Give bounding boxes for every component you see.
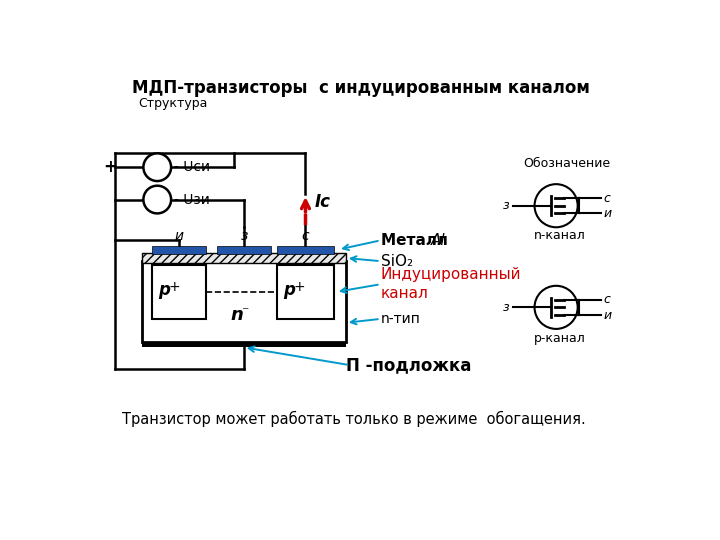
Circle shape (143, 186, 171, 213)
Text: МДП-транзисторы  с индуцированным каналом: МДП-транзисторы с индуцированным каналом (132, 79, 590, 97)
Circle shape (143, 153, 171, 181)
Bar (217, 246, 271, 254)
Text: з: з (240, 229, 248, 243)
Text: П -подложка: П -подложка (346, 356, 472, 374)
Text: - Uзи: - Uзи (174, 193, 210, 206)
Text: Металл: Металл (381, 233, 453, 248)
Text: р-канал: р-канал (534, 332, 586, 345)
Bar (142, 342, 346, 347)
Text: з: з (503, 301, 509, 314)
Circle shape (534, 184, 577, 227)
Text: p: p (158, 281, 170, 299)
Text: с: с (604, 293, 611, 306)
Text: с: с (604, 192, 611, 205)
Text: n-канал: n-канал (534, 230, 586, 242)
Bar (152, 265, 206, 319)
Text: +: + (104, 158, 117, 176)
Text: Структура: Структура (138, 97, 207, 110)
Bar (276, 246, 334, 254)
Text: SiO₂: SiO₂ (381, 254, 413, 268)
Bar (152, 246, 206, 254)
Bar (276, 265, 334, 319)
Text: +: + (294, 280, 305, 294)
Text: - Uси: - Uси (174, 160, 210, 174)
Text: Ic: Ic (315, 193, 330, 211)
Text: Индуцированный
канал: Индуцированный канал (381, 267, 521, 301)
Text: з: з (503, 199, 509, 212)
Text: +: + (168, 280, 181, 294)
Text: Транзистор может работать только в режиме  обогащения.: Транзистор может работать только в режим… (122, 411, 585, 427)
Text: с: с (302, 229, 310, 243)
Circle shape (534, 286, 577, 329)
Text: Обозначение: Обозначение (523, 157, 611, 170)
Text: n: n (230, 306, 243, 324)
Text: Al: Al (431, 233, 445, 248)
Text: и: и (604, 308, 612, 321)
Text: ⁻: ⁻ (240, 305, 248, 319)
Text: и: и (604, 207, 612, 220)
Text: p: p (283, 281, 294, 299)
Text: и: и (174, 229, 184, 243)
Bar (142, 253, 346, 262)
Text: n-тип: n-тип (381, 312, 420, 326)
Bar (142, 261, 346, 342)
